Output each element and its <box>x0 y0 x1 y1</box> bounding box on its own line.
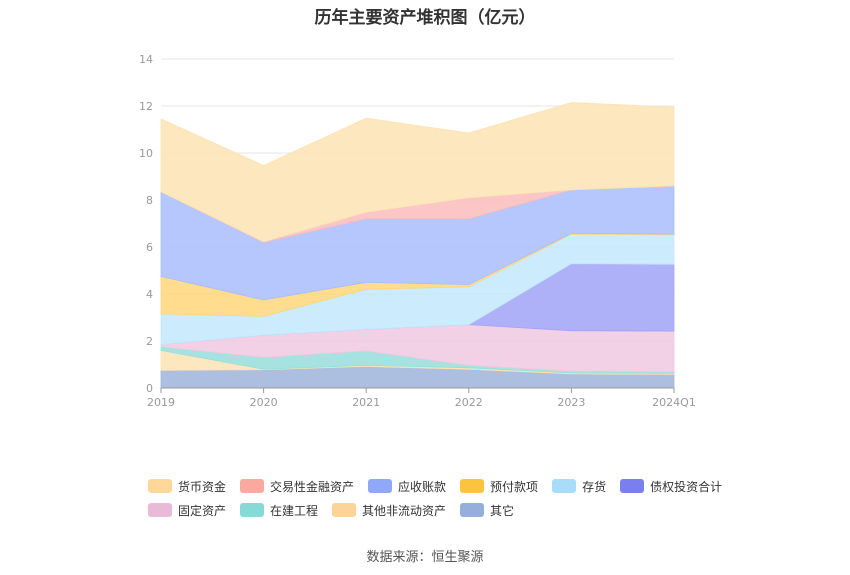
x-tick-label: 2020 <box>250 396 278 409</box>
y-tick-label: 10 <box>139 147 153 160</box>
y-tick-label: 6 <box>146 241 153 254</box>
y-tick-label: 0 <box>146 382 153 395</box>
y-axis: 0 2 4 6 8 10 12 14 <box>139 53 153 395</box>
legend-item[interactable]: 存货 <box>552 478 606 495</box>
legend-swatch <box>332 503 357 517</box>
legend-swatch <box>368 479 393 493</box>
y-tick-label: 2 <box>146 335 153 348</box>
legend-row: 货币资金 交易性金融资产 应收账款 预付款项 存货 债权投资合计 <box>148 474 748 498</box>
legend-item[interactable]: 固定资产 <box>148 502 226 519</box>
chart-title: 历年主要资产堆积图（亿元） <box>314 8 536 28</box>
legend-label: 固定资产 <box>178 503 227 518</box>
legend-item[interactable]: 预付款项 <box>460 478 538 495</box>
legend-label: 预付款项 <box>490 479 539 494</box>
y-tick-label: 8 <box>146 194 153 207</box>
legend-label: 交易性金融资产 <box>270 479 355 494</box>
legend-item[interactable]: 其他非流动资产 <box>332 502 446 519</box>
area-series <box>160 102 675 389</box>
legend-label: 其他非流动资产 <box>362 503 447 518</box>
legend-item[interactable]: 应收账款 <box>368 478 446 495</box>
legend-item[interactable]: 交易性金融资产 <box>240 478 354 495</box>
x-tick-label: 2023 <box>557 396 585 409</box>
legend-swatch <box>240 479 265 493</box>
legend-label: 货币资金 <box>178 479 227 494</box>
legend-label: 其它 <box>490 503 515 518</box>
legend-item[interactable]: 其它 <box>460 502 514 519</box>
legend-item[interactable]: 货币资金 <box>148 478 226 495</box>
legend-label: 存货 <box>582 479 607 494</box>
legend: 货币资金 交易性金融资产 应收账款 预付款项 存货 债权投资合计固定资产 在建工程 其他非流动… <box>148 474 748 522</box>
x-tick-label: 2021 <box>352 396 380 409</box>
stacked-area-chart: 0 2 4 6 8 10 12 14 2019 2020 2021 2022 2023 2024Q1 <box>139 53 696 409</box>
x-tick-label: 2022 <box>455 396 483 409</box>
y-tick-label: 12 <box>139 100 153 113</box>
x-tick-label: 2019 <box>147 396 175 409</box>
data-source: 数据来源：恒生聚源 <box>366 550 484 565</box>
legend-swatch <box>240 503 265 517</box>
legend-swatch <box>460 503 485 517</box>
legend-label: 债权投资合计 <box>650 479 723 494</box>
legend-label: 在建工程 <box>270 503 319 518</box>
y-tick-label: 14 <box>139 53 153 66</box>
legend-item[interactable]: 在建工程 <box>240 502 318 519</box>
x-tick-label: 2024Q1 <box>652 396 696 409</box>
x-axis: 2019 2020 2021 2022 2023 2024Q1 <box>147 387 696 409</box>
legend-label: 应收账款 <box>398 479 447 494</box>
legend-swatch <box>148 503 172 517</box>
legend-swatch <box>620 479 645 493</box>
area-9[interactable] <box>160 102 675 243</box>
legend-swatch <box>552 479 577 493</box>
legend-swatch <box>460 479 485 493</box>
y-tick-label: 4 <box>146 288 153 301</box>
legend-swatch <box>148 479 172 493</box>
legend-row: 固定资产 在建工程 其他非流动资产 其它 <box>148 498 748 522</box>
legend-item[interactable]: 债权投资合计 <box>620 478 722 495</box>
